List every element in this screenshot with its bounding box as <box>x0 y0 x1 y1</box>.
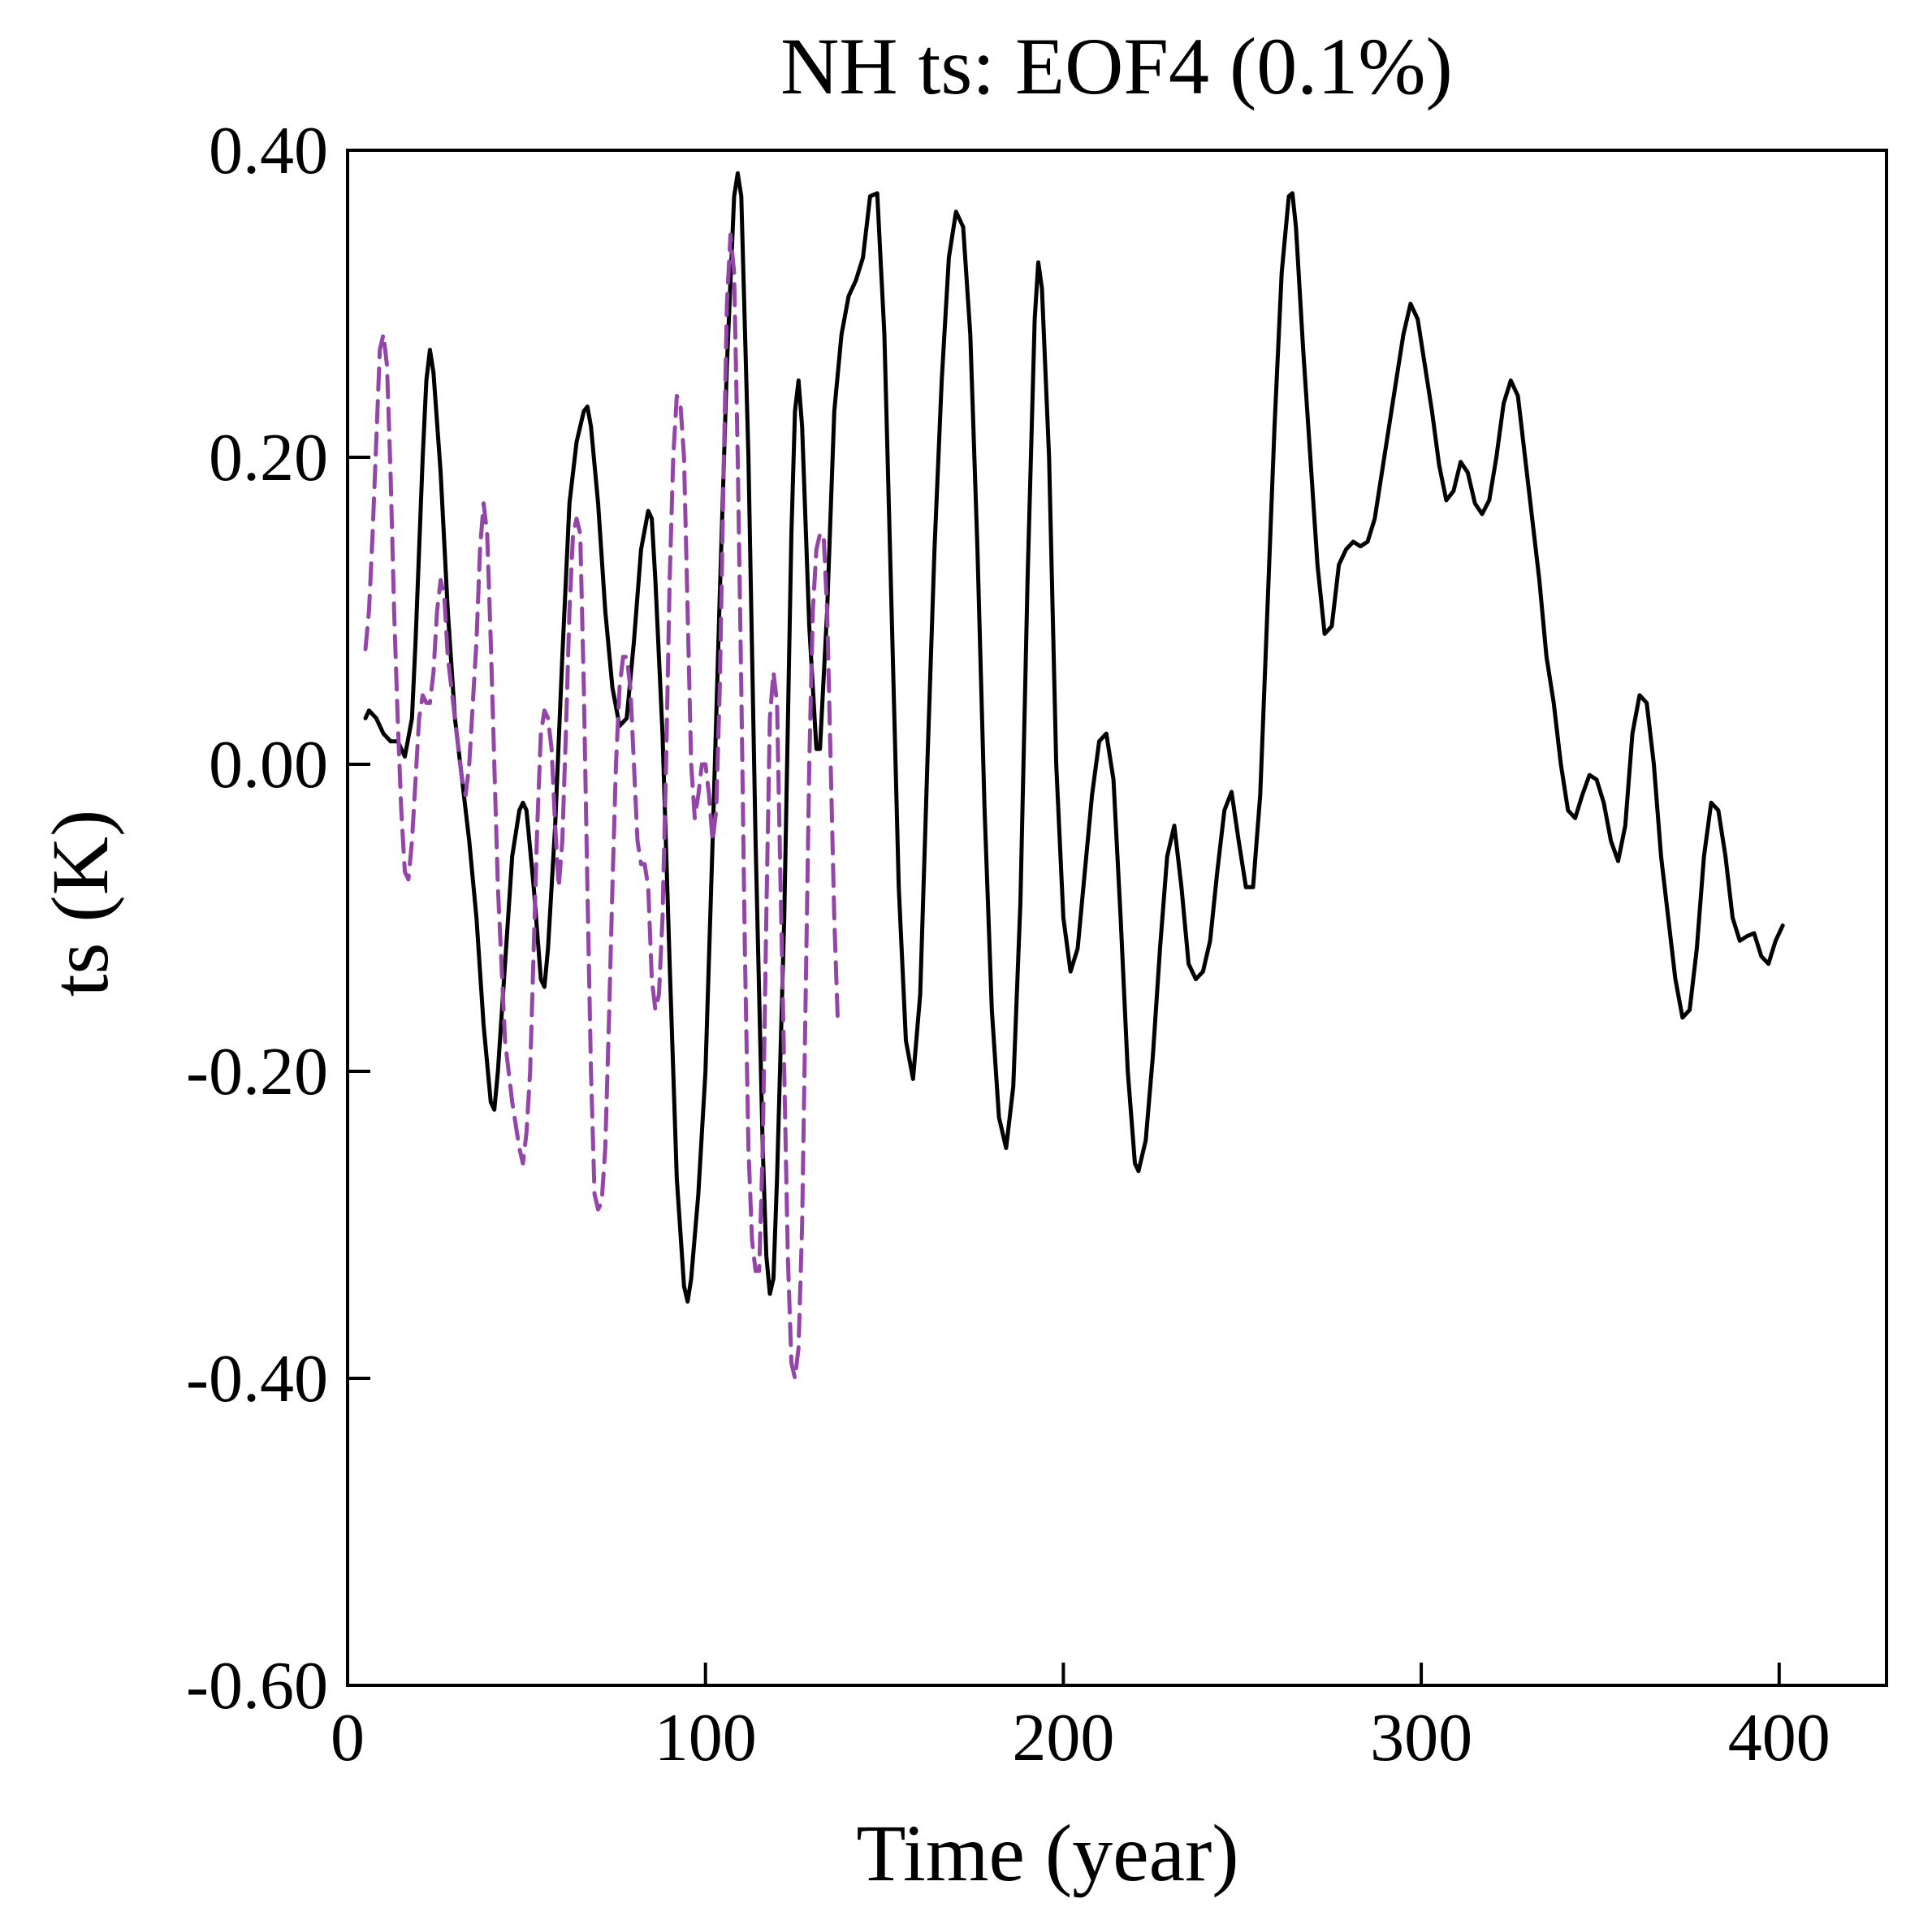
chart-title: NH ts: EOF4 (0.1%) <box>780 21 1453 111</box>
plot-frame <box>346 149 1888 1687</box>
x-tick-label-4: 400 <box>1728 1700 1830 1775</box>
x-axis-label: Time (year) <box>856 1808 1238 1898</box>
axes: 0 100 200 300 400 -0.60 -0.40 -0.20 0.00 0.20 0.40 <box>186 113 1888 1775</box>
series-line-solid-black <box>363 171 1785 1304</box>
y-tick-label-5: 0.40 <box>209 113 328 188</box>
x-tick-label-1: 100 <box>655 1700 757 1775</box>
y-axis-label: ts (K) <box>35 810 125 997</box>
y-tick-label-0: -0.60 <box>186 1648 328 1724</box>
x-tick-label-3: 300 <box>1370 1700 1472 1775</box>
y-tick-label-4: 0.20 <box>209 420 328 495</box>
x-tick-label-2: 200 <box>1012 1700 1114 1775</box>
y-tick-label-2: -0.20 <box>186 1034 328 1109</box>
y-tick-label-3: 0.00 <box>209 727 328 802</box>
x-tick-label-0: 0 <box>331 1700 365 1775</box>
series-layer <box>363 171 1785 1381</box>
series-line-dashed-purple <box>363 232 841 1381</box>
y-tick-label-1: -0.40 <box>186 1341 328 1416</box>
